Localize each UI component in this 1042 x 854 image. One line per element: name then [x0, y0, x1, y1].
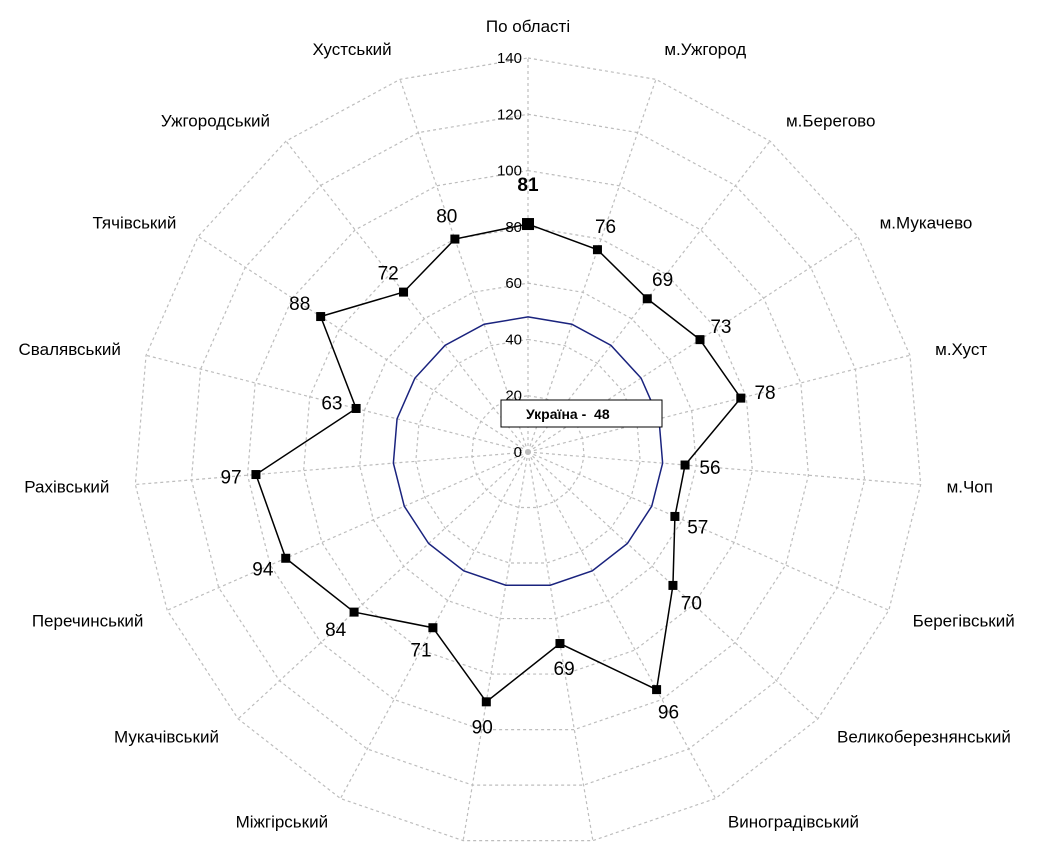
data-point-marker	[481, 697, 491, 707]
data-point-marker	[592, 245, 602, 255]
data-point-marker	[736, 393, 746, 403]
tick-label: 80	[505, 219, 522, 236]
category-label: Мукачівський	[114, 727, 219, 746]
data-point-marker	[680, 460, 690, 470]
spoke-line	[462, 451, 529, 841]
data-value-label: 56	[699, 458, 720, 479]
grid-ring-20	[471, 395, 585, 509]
grid-layer	[134, 57, 922, 842]
data-point-marker	[251, 470, 261, 480]
reference-layer	[392, 316, 664, 586]
spoke-line	[527, 451, 921, 486]
tick-label: 120	[497, 106, 522, 123]
spoke-line	[135, 451, 529, 486]
data-value-label: 84	[325, 620, 347, 641]
data-point-marker	[349, 607, 359, 617]
data-point-marker	[670, 511, 680, 521]
data-point-marker	[652, 685, 662, 695]
data-value-label: 90	[472, 717, 493, 738]
data-point-marker	[281, 553, 291, 563]
spoke-line	[237, 451, 529, 720]
tick-label: 140	[497, 50, 522, 67]
category-label: Міжгірський	[236, 812, 329, 831]
category-labels: По області м.Ужгород м.Берегово м.Мукачево м…	[19, 17, 1015, 831]
category-label: м.Мукачево	[880, 213, 973, 232]
data-value-label: 71	[410, 641, 431, 662]
data-value-label: 69	[652, 270, 673, 291]
category-label: Ужгородський	[161, 112, 270, 131]
reference-line	[392, 316, 664, 586]
category-label: Перечинський	[32, 612, 144, 631]
grid-ring-120	[190, 113, 866, 786]
data-value-label: 76	[595, 217, 616, 238]
data-value-label: 88	[289, 294, 310, 315]
data-value-label: 72	[378, 263, 399, 284]
data-value-label: 73	[710, 317, 731, 338]
category-label: Рахівський	[24, 478, 109, 497]
data-point-marker	[399, 287, 409, 297]
category-label: Свалявський	[19, 340, 121, 359]
category-label: м.Хуст	[935, 340, 987, 359]
reference-label-text: Україна - 48	[526, 406, 610, 422]
spoke-line	[527, 79, 657, 453]
grid-ring-140	[134, 57, 922, 842]
data-point-marker	[522, 218, 534, 231]
tick-label: 60	[505, 275, 522, 292]
data-value-label: 96	[658, 703, 679, 724]
category-label: Тячівський	[92, 213, 176, 232]
data-point-marker	[642, 294, 652, 304]
category-label: м.Ужгород	[664, 40, 746, 59]
data-value-label: 94	[252, 559, 274, 580]
category-label: Великоберезнянський	[837, 727, 1011, 746]
data-point-marker	[450, 234, 460, 244]
data-value-label: 80	[436, 206, 457, 227]
data-value-label: 81	[517, 175, 539, 196]
data-value-label: 69	[554, 659, 575, 680]
category-label: По області	[486, 17, 570, 36]
tick-label: 100	[497, 163, 522, 180]
tick-label: 40	[505, 331, 522, 348]
data-value-label: 70	[681, 593, 702, 614]
spoke-line	[527, 451, 717, 799]
data-value-label: 97	[220, 468, 241, 489]
data-point-marker	[695, 335, 705, 345]
value-labels: 81 76 69 73 78 56 57 70 96 69 90 71 84 94 97 63 88 72 80	[220, 175, 775, 738]
tick-label: 0	[514, 444, 522, 461]
data-point-marker	[316, 312, 326, 322]
data-point-marker	[351, 403, 361, 413]
category-label: Хустський	[312, 40, 391, 59]
data-value-label: 78	[754, 383, 775, 404]
grid-ring-60	[359, 282, 697, 620]
data-point-marker	[428, 623, 438, 633]
reference-box: Україна - 48	[500, 399, 663, 428]
category-label: Берегівський	[913, 612, 1015, 631]
data-value-label: 63	[321, 393, 342, 414]
series-layer	[251, 218, 746, 707]
category-label: м.Чоп	[947, 478, 993, 497]
grid-ring-80	[303, 226, 753, 675]
data-value-label: 57	[687, 517, 708, 538]
category-label: м.Берегово	[786, 112, 876, 131]
series-line	[255, 223, 742, 703]
grid-ring-100	[246, 169, 810, 731]
data-point-marker	[555, 639, 565, 649]
data-point-marker	[668, 580, 678, 590]
category-label: Виноградівський	[728, 812, 859, 831]
reference-label-box	[500, 399, 663, 428]
